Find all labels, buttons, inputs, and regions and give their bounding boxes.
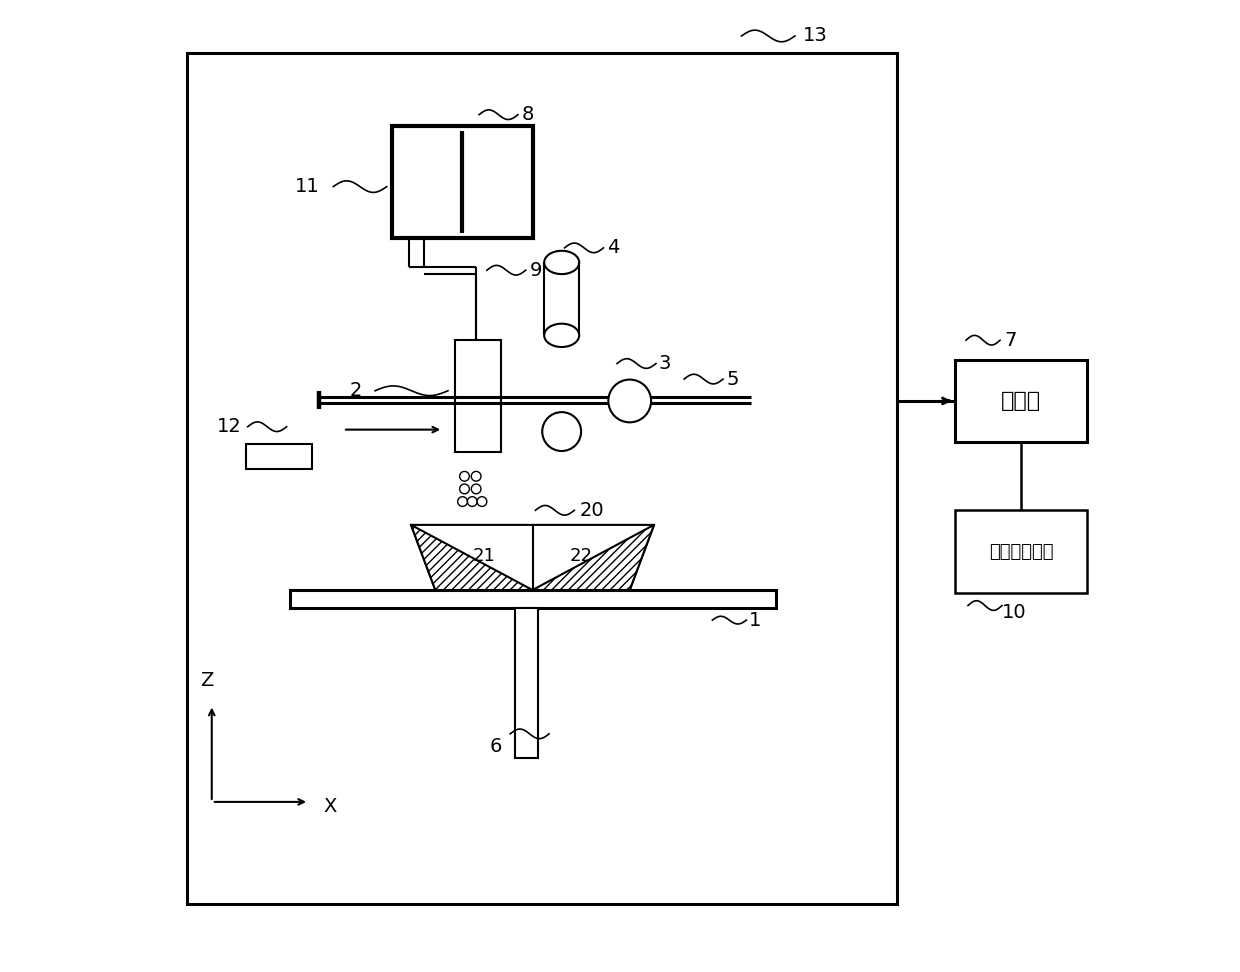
Text: 数据处理装置: 数据处理装置	[988, 542, 1053, 561]
Polygon shape	[410, 525, 532, 590]
Text: 6: 6	[490, 737, 502, 756]
Polygon shape	[532, 525, 653, 590]
Text: X: X	[324, 797, 337, 816]
Text: Z: Z	[200, 671, 213, 690]
Ellipse shape	[544, 324, 579, 347]
Bar	[246, 444, 312, 469]
Text: 10: 10	[1002, 603, 1027, 622]
Bar	[455, 340, 501, 452]
Text: 8: 8	[522, 105, 534, 124]
Ellipse shape	[544, 251, 579, 274]
Text: 4: 4	[608, 238, 620, 258]
Bar	[544, 262, 579, 335]
Text: 7: 7	[1004, 330, 1017, 350]
Text: 9: 9	[529, 260, 542, 280]
Circle shape	[460, 484, 470, 494]
Text: 21: 21	[472, 547, 495, 565]
Circle shape	[609, 379, 651, 422]
Bar	[392, 126, 532, 238]
Text: 控制器: 控制器	[1001, 391, 1042, 411]
Circle shape	[542, 412, 582, 451]
Text: 22: 22	[569, 547, 593, 565]
Bar	[955, 510, 1086, 593]
Text: 20: 20	[579, 501, 604, 520]
Text: 12: 12	[217, 417, 242, 436]
Text: 5: 5	[727, 369, 739, 389]
Bar	[187, 53, 897, 904]
Text: 3: 3	[658, 354, 671, 373]
Bar	[955, 360, 1086, 442]
Circle shape	[471, 471, 481, 481]
Bar	[515, 608, 538, 758]
Circle shape	[477, 497, 487, 506]
Circle shape	[458, 497, 467, 506]
Text: 1: 1	[749, 610, 761, 630]
Text: 13: 13	[802, 26, 827, 46]
Bar	[289, 590, 775, 608]
Circle shape	[460, 471, 470, 481]
Circle shape	[467, 497, 477, 506]
Text: 2: 2	[350, 381, 362, 400]
Circle shape	[471, 484, 481, 494]
Text: 11: 11	[294, 177, 319, 196]
Polygon shape	[410, 525, 653, 590]
